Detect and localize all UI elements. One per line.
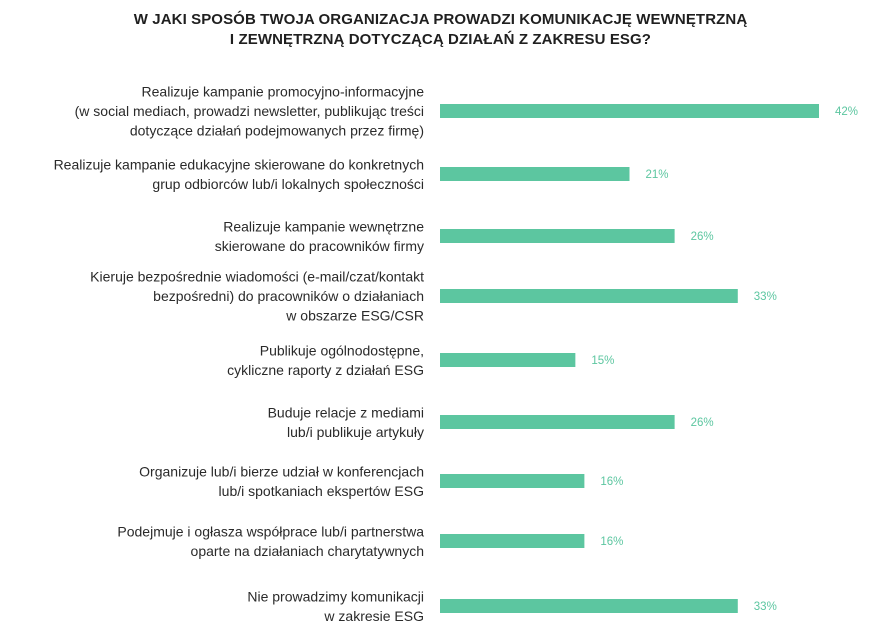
category-label-1: Realizuje kampanie promocyjno-informacyj… xyxy=(75,84,425,139)
bar-9 xyxy=(440,599,738,613)
category-label-3-line-2: skierowane do pracowników firmy xyxy=(215,238,424,254)
category-label-6-line-2: lub/i publikuje artykuły xyxy=(287,424,424,440)
bar-7 xyxy=(440,474,585,488)
bar-2 xyxy=(440,167,630,181)
category-label-9-line-2: w zakresie ESG xyxy=(323,608,424,624)
category-label-9-line-1: Nie prowadzimy komunikacji xyxy=(247,588,424,604)
category-label-3: Realizuje kampanie wewnętrzne skierowane … xyxy=(215,218,425,254)
chart-title-line-1: W JAKI SPOSÓB TWOJA ORGANIZACJA PROWADZI… xyxy=(133,11,748,28)
category-label-7-line-1: Organizuje lub/i bierze udział w konfere… xyxy=(139,463,424,479)
bar-value-label-6: 26% xyxy=(691,417,714,429)
category-label-7: Organizuje lub/i bierze udział w konfere… xyxy=(139,463,424,499)
bar-value-label-7: 16% xyxy=(600,476,623,488)
category-label-4-line-3: w obszarze ESG/CSR xyxy=(285,308,424,324)
bar-4 xyxy=(440,289,738,303)
category-label-5-line-1: Publikuje ogólnodostępne, xyxy=(260,342,424,358)
category-label-5: Publikuje ogólnodostępne, cykliczne rapor… xyxy=(227,342,424,378)
category-label-6: Buduje relacje z mediami lub/i publikuje … xyxy=(268,404,424,440)
category-label-4-line-1: Kieruje bezpośrednie wiadomości (e-mail/… xyxy=(90,269,424,285)
bar-value-label-4: 33% xyxy=(754,291,777,303)
category-label-4-line-2: bezpośredni) do pracowników o działaniac… xyxy=(153,288,424,304)
bar-value-label-8: 16% xyxy=(600,536,623,548)
bar-1 xyxy=(440,104,819,118)
category-label-2-line-1: Realizuje kampanie edukacyjne skierowane… xyxy=(54,156,424,172)
category-label-8: Podejmuje i ogłasza współprace lub/i par… xyxy=(117,523,424,559)
bar-value-label-9: 33% xyxy=(754,601,777,613)
category-label-3-line-1: Realizuje kampanie wewnętrzne xyxy=(223,218,424,234)
category-label-6-line-1: Buduje relacje z mediami xyxy=(268,404,424,420)
bar-value-label-1: 42% xyxy=(835,106,858,118)
category-label-1-line-1: Realizuje kampanie promocyjno-informacyj… xyxy=(142,84,425,100)
category-label-2: Realizuje kampanie edukacyjne skierowane… xyxy=(54,156,424,192)
bar-5 xyxy=(440,353,576,367)
bars-layer: 42% Realizuje kampanie promocyjno-informa… xyxy=(54,84,858,624)
category-label-1-line-2: (w social mediach, prowadzi newsletter, … xyxy=(75,103,424,119)
category-label-2-line-2: grup odbiorców lub/i lokalnych społeczno… xyxy=(152,176,424,192)
chart-title-line-2: I ZEWNĘTRZNĄ DOTYCZĄCĄ DZIAŁAŃ Z ZAKRESU… xyxy=(229,31,652,48)
category-label-7-line-2: lub/i spotkaniach ekspertów ESG xyxy=(219,483,424,499)
category-label-4: Kieruje bezpośrednie wiadomości (e-mail/… xyxy=(90,269,424,324)
category-label-8-line-2: oparte na działaniach charytatywnych xyxy=(191,543,424,559)
bar-value-label-3: 26% xyxy=(691,231,714,243)
category-label-5-line-2: cykliczne raporty z działań ESG xyxy=(227,362,424,378)
category-label-8-line-1: Podejmuje i ogłasza współprace lub/i par… xyxy=(117,523,424,539)
category-label-1-line-3: dotyczące działań podejmowanych przez fi… xyxy=(130,123,424,139)
category-label-9: Nie prowadzimy komunikacji w zakresie ESG xyxy=(247,588,424,624)
chart-title: W JAKI SPOSÓB TWOJA ORGANIZACJA PROWADZI… xyxy=(0,10,881,50)
bar-value-label-2: 21% xyxy=(646,169,669,181)
bar-value-label-5: 15% xyxy=(591,355,614,367)
bar-6 xyxy=(440,415,675,429)
bar-8 xyxy=(440,534,585,548)
bar-3 xyxy=(440,229,675,243)
